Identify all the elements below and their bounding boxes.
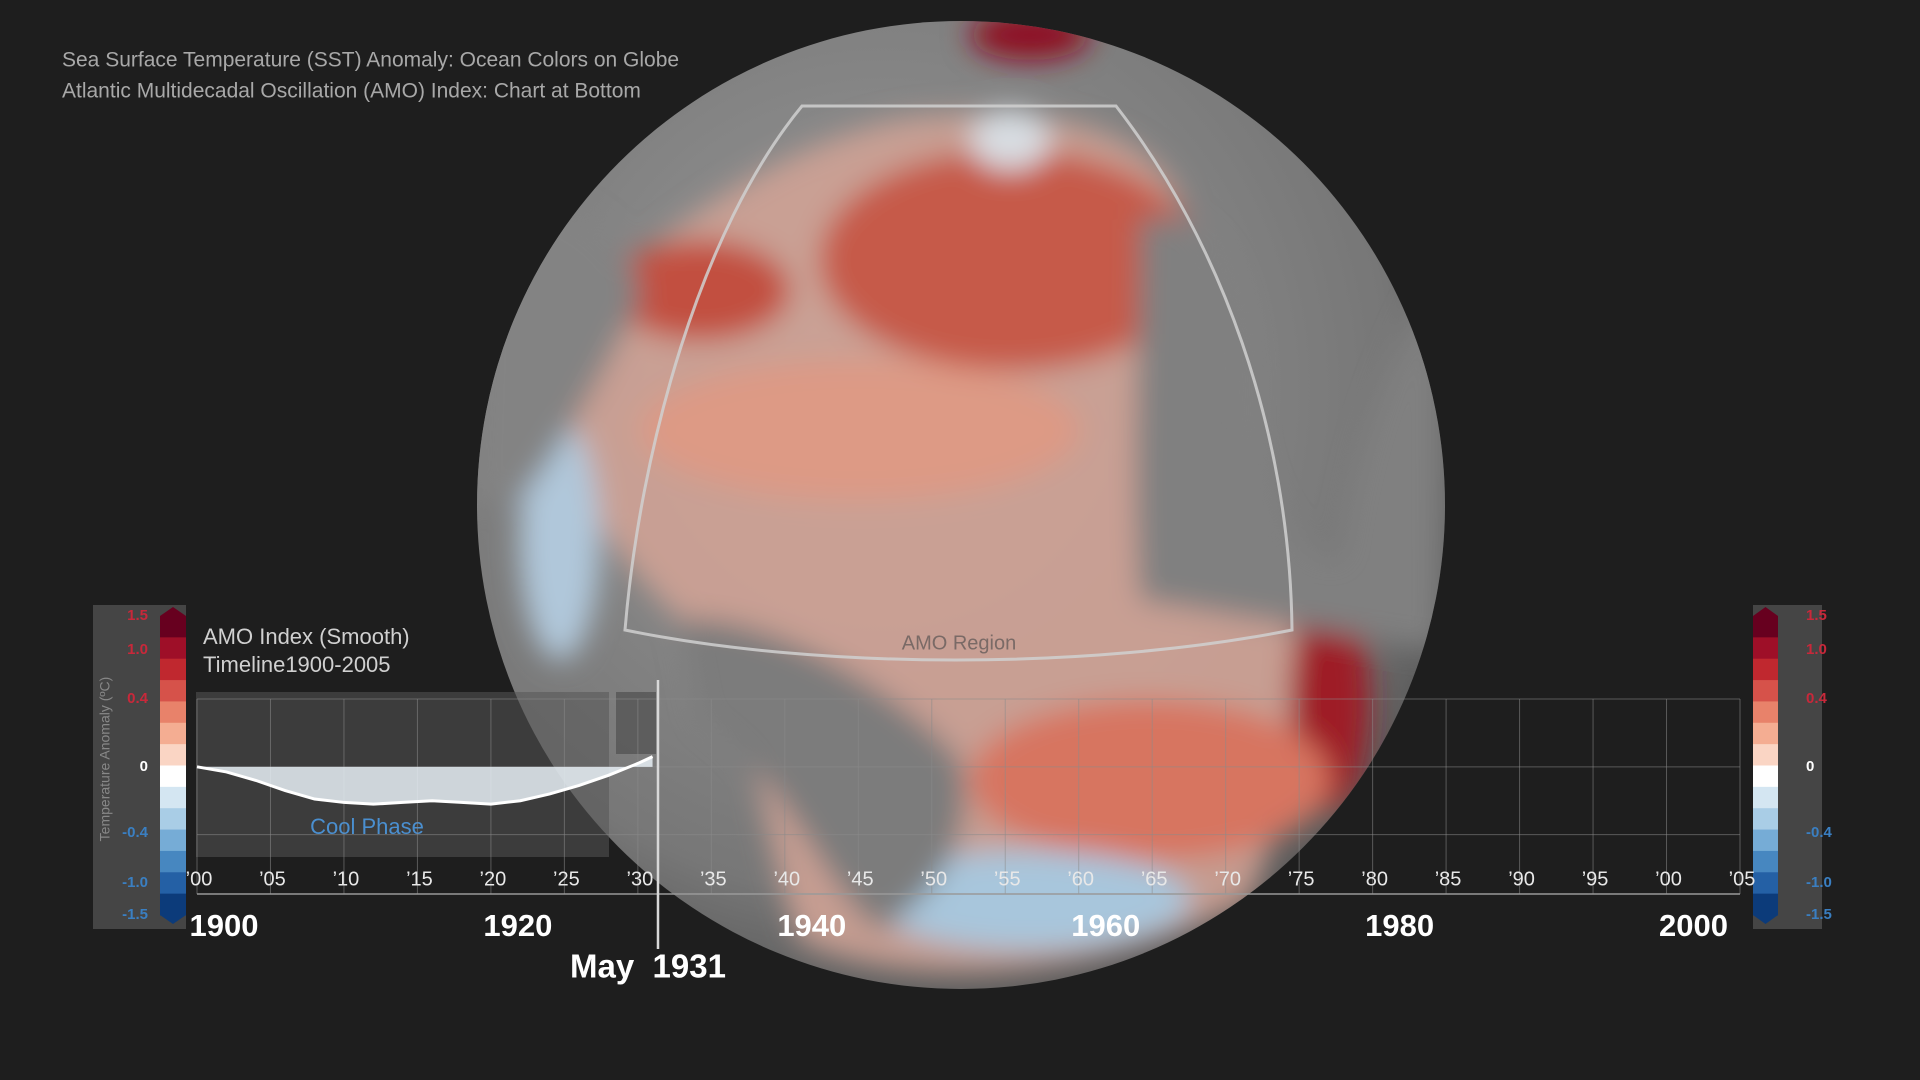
x-tick-label: ’35 xyxy=(700,868,727,890)
ocean-hot xyxy=(970,21,1090,60)
x-tick-label: ’25 xyxy=(553,868,580,890)
x-tick-label: ’00 xyxy=(186,868,213,890)
ocean-cool xyxy=(520,420,600,660)
colorbar-segment xyxy=(1753,637,1778,660)
colorbar-segment xyxy=(160,701,186,724)
ocean-hot xyxy=(820,150,1200,370)
major-x-tick-label: 1920 xyxy=(483,908,552,943)
colorbar-segment xyxy=(1753,850,1778,873)
x-tick-label: ’90 xyxy=(1508,868,1535,890)
x-tick-label: ’45 xyxy=(847,868,874,890)
colorbar-arrow xyxy=(160,915,186,924)
colorbar-segment xyxy=(1753,658,1778,681)
x-tick-label: ’65 xyxy=(1141,868,1168,890)
major-x-tick-label: 1980 xyxy=(1365,908,1434,943)
colorbar-tick-label: -1.5 xyxy=(122,906,148,923)
colorbar-segment xyxy=(1753,722,1778,745)
x-tick-label: ’40 xyxy=(773,868,800,890)
colorbar-segment xyxy=(160,722,186,745)
area xyxy=(197,756,653,805)
colorbar-tick-label: 0 xyxy=(140,758,148,775)
x-tick-label: ’15 xyxy=(406,868,433,890)
header-line: Sea Surface Temperature (SST) Anomaly: O… xyxy=(62,49,679,72)
colorbar-arrow xyxy=(1753,607,1778,616)
x-tick-label: ’80 xyxy=(1361,868,1388,890)
x-tick-label: ’95 xyxy=(1582,868,1609,890)
colorbar-segment xyxy=(1753,808,1778,831)
colorbar-arrow xyxy=(1753,915,1778,924)
ocean-warm xyxy=(640,360,1080,500)
region-label: AMO Region xyxy=(902,632,1017,654)
colorbar-segment xyxy=(160,765,186,788)
cursor-panel xyxy=(616,692,656,754)
colorbar-tick-label: -0.4 xyxy=(122,824,149,841)
colorbar-tick-label: 1.0 xyxy=(127,641,148,658)
colorbar-segment xyxy=(160,893,186,916)
colorbar-segment xyxy=(160,744,186,766)
land xyxy=(1135,217,1440,650)
x-tick-label: ’85 xyxy=(1435,868,1462,890)
colorbar-segment xyxy=(160,680,186,702)
x-tick-label: ’70 xyxy=(1214,868,1241,890)
x-tick-label: ’55 xyxy=(994,868,1021,890)
ocean-ice xyxy=(970,110,1050,170)
x-tick-label: ’75 xyxy=(1288,868,1315,890)
colorbar-segment xyxy=(1753,829,1778,852)
colorbar-segment xyxy=(160,658,186,681)
x-tick-label: ’05 xyxy=(259,868,286,890)
colorbar-segment xyxy=(160,850,186,873)
colorbar-segment xyxy=(1753,765,1778,788)
x-tick-label: ’00 xyxy=(1655,868,1682,890)
colorbar-tick-label: -1.5 xyxy=(1806,906,1832,923)
colorbar-tick-label: 1.0 xyxy=(1806,641,1827,658)
colorbar-tick-label: 0 xyxy=(1806,758,1814,775)
land xyxy=(680,619,965,930)
x-tick-label: ’30 xyxy=(627,868,654,890)
colorbar-segment xyxy=(160,786,186,809)
ocean-warm xyxy=(970,700,1330,860)
header: Sea Surface Temperature (SST) Anomaly: O… xyxy=(62,49,679,103)
colorbar-tick-label: 1.5 xyxy=(1806,607,1827,624)
colorbar-segment xyxy=(160,829,186,852)
colorbar-segment xyxy=(160,637,186,660)
major-x-tick-label: 1960 xyxy=(1071,908,1140,943)
colorbar-segment xyxy=(1753,893,1778,916)
colorbar-tick-label: 0.4 xyxy=(1806,690,1828,707)
ocean-cool xyxy=(870,850,1190,950)
x-tick-label: ’20 xyxy=(480,868,507,890)
chart-subtitle: Timeline1900-2005 xyxy=(203,652,391,677)
colorbar-arrow xyxy=(160,607,186,616)
chart-title: AMO Index (Smooth) xyxy=(203,624,410,649)
x-tick-label: ’10 xyxy=(333,868,360,890)
colorbar-segment xyxy=(160,872,186,895)
globe: AMO Region xyxy=(477,21,1445,989)
major-x-tick-label: 1940 xyxy=(777,908,846,943)
colorbar-segment xyxy=(1753,872,1778,895)
amo-region-box xyxy=(623,104,1294,662)
colorbar-segment xyxy=(1753,701,1778,724)
y-axis-label: Temperature Anomaly (ºC) xyxy=(97,677,113,842)
colorbar-segment xyxy=(160,616,186,638)
header-line: Atlantic Multidecadal Oscillation (AMO) … xyxy=(62,80,641,103)
colorbar-tick-label: -1.0 xyxy=(122,874,148,891)
colorbar-tick-label: -0.4 xyxy=(1806,824,1833,841)
major-x-tick-label: 1900 xyxy=(190,908,259,943)
sst-field xyxy=(477,21,1440,971)
x-tick-label: ’05 xyxy=(1729,868,1756,890)
line xyxy=(196,755,654,806)
x-tick-label: ’60 xyxy=(1067,868,1094,890)
colorbar-segment xyxy=(1753,616,1778,638)
colorbar-tick-label: -1.0 xyxy=(1806,874,1832,891)
colorbar-segment xyxy=(1753,680,1778,702)
cursor-label: May 1931 xyxy=(570,948,726,985)
colorbar-tick-label: 1.5 xyxy=(127,607,148,624)
colorbar-segment xyxy=(1753,786,1778,809)
colorbar-segment xyxy=(1753,744,1778,766)
colorbar-tick-label: 0.4 xyxy=(127,690,149,707)
major-x-tick-label: 2000 xyxy=(1659,908,1728,943)
colorbar-segment xyxy=(160,808,186,831)
x-tick-label: ’50 xyxy=(920,868,947,890)
